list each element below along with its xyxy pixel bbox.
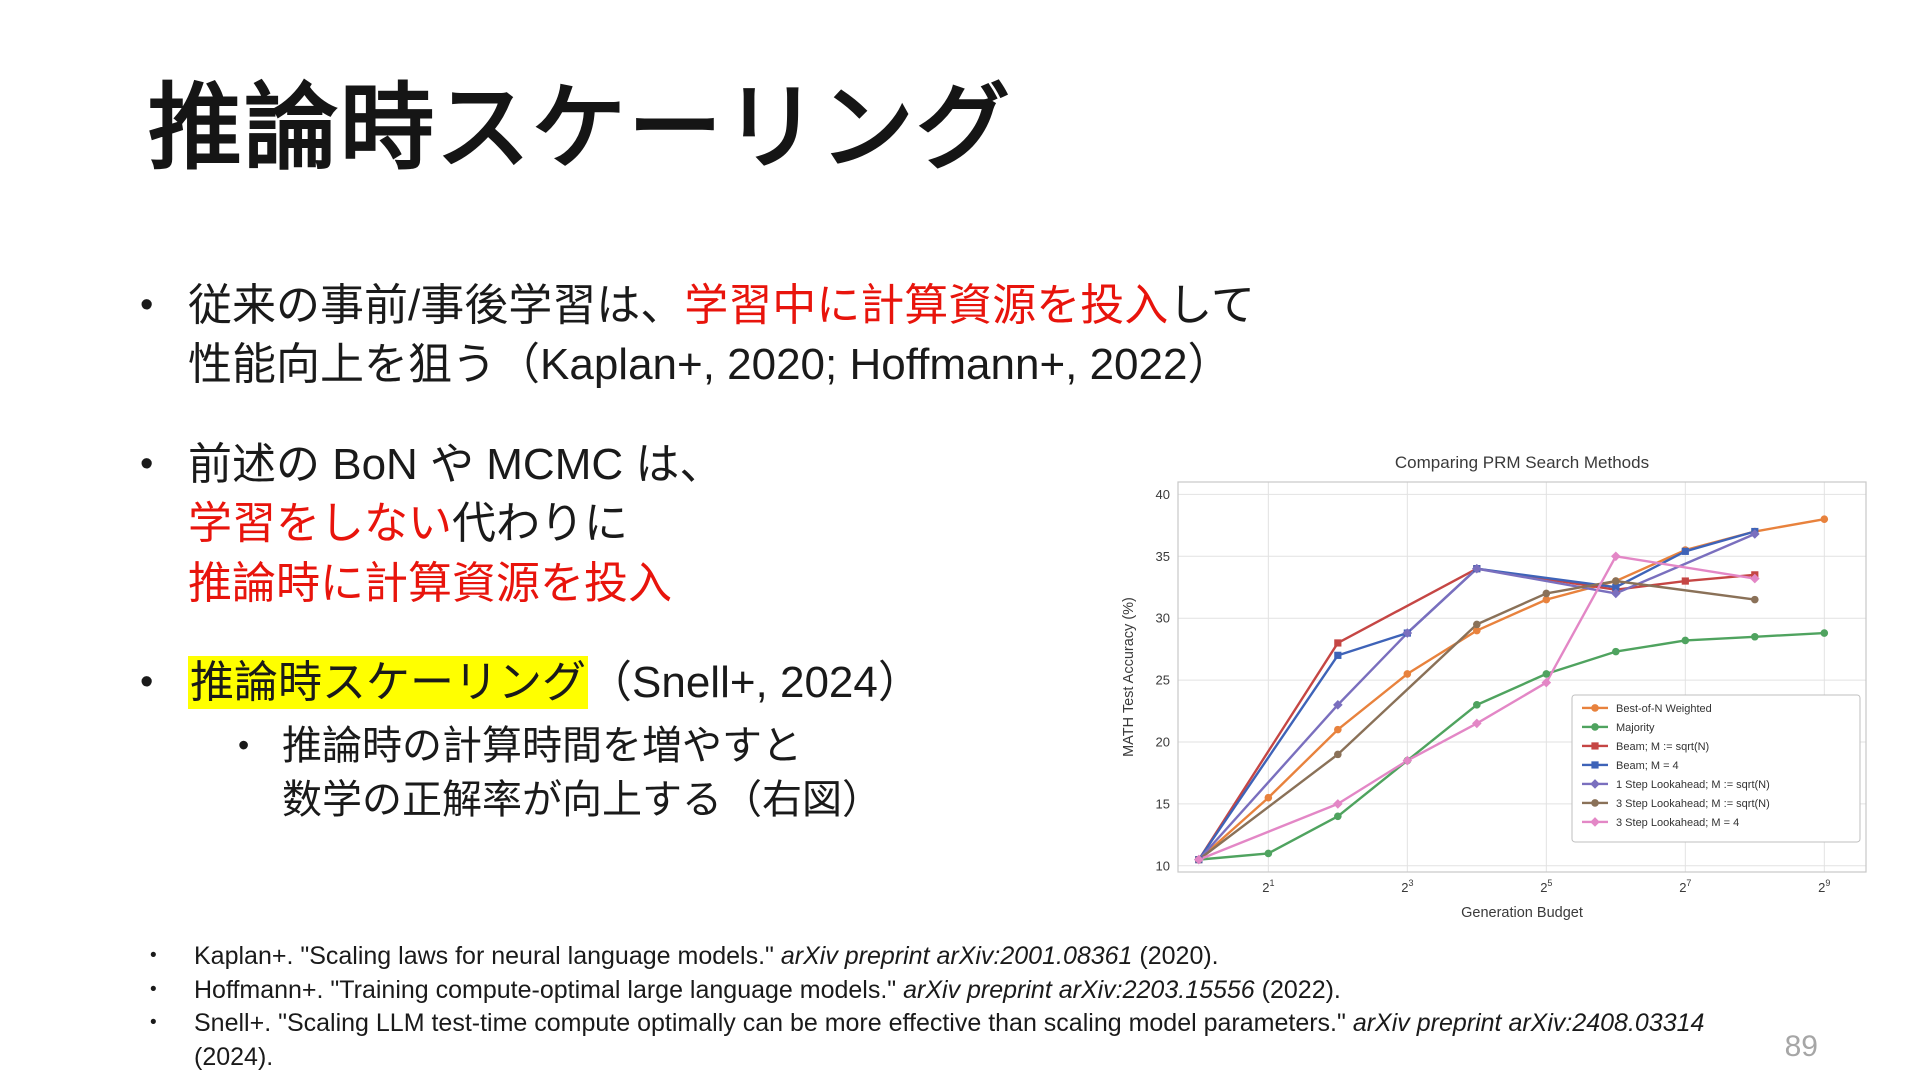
svg-text:3 Step Lookahead; M := sqrt(N): 3 Step Lookahead; M := sqrt(N) [1616, 798, 1770, 810]
svg-text:29: 29 [1818, 878, 1830, 895]
sub-bullet-math-accuracy: • 推論時の計算時間を増やすと 数学の正解率が向上する（右図） [188, 720, 922, 826]
bullet-marker: • [150, 945, 157, 966]
bullet-line: 推論時スケーリング（Snell+, 2024） [188, 653, 922, 712]
svg-text:30: 30 [1156, 611, 1170, 626]
bullet-text: 推論時の計算時間を増やすと 数学の正解率が向上する（右図） [282, 720, 882, 826]
text-segment-highlighted: 推論時スケーリング [188, 655, 588, 709]
reference-kaplan: • Kaplan+. "Scaling laws for neural lang… [150, 940, 1750, 974]
text-segment-italic: arXiv preprint arXiv:2203.15556 [903, 975, 1255, 1004]
bullet-line: 数学の正解率が向上する（右図） [282, 777, 882, 822]
text-segment-red: 学習中に計算資源を投入 [684, 281, 1169, 330]
page-number: 89 [1784, 1030, 1818, 1063]
bullet-line: 推論時に計算資源を投入 [188, 554, 723, 613]
bullet-pretraining-scaling: • 従来の事前/事後学習は、学習中に計算資源を投入して 性能向上を狙う（Kapl… [140, 276, 1340, 395]
reference-text: Hoffmann+. "Training compute-optimal lar… [194, 974, 1750, 1008]
svg-text:35: 35 [1156, 549, 1170, 564]
svg-text:Generation Budget: Generation Budget [1461, 905, 1583, 921]
svg-text:10: 10 [1156, 858, 1170, 873]
svg-text:25: 25 [1156, 673, 1170, 688]
text-segment: 代わりに [452, 499, 628, 549]
text-segment: (2022). [1254, 975, 1341, 1004]
text-segment: Hoffmann+. "Training compute-optimal lar… [194, 975, 904, 1004]
bullet-bon-mcmc: • 前述の BoN や MCMC は、 学習をしない代わりに 推論時に計算資源を… [140, 435, 1340, 613]
bullet-marker: • [150, 978, 157, 1000]
bullet-marker: • [238, 727, 250, 764]
bullet-line: 性能向上を狙う（Kaplan+, 2020; Hoffmann+, 2022） [188, 340, 1232, 390]
svg-text:Majority: Majority [1616, 722, 1655, 734]
sub-bullet-list: • 推論時の計算時間を増やすと 数学の正解率が向上する（右図） [188, 720, 922, 826]
prm-search-methods-chart: 10 15 20 25 30 35 40 21 23 25 27 29 Comparing PRM Se… [1118, 448, 1880, 926]
bullet-line: 前述の BoN や MCMC は、 [188, 439, 724, 489]
page-title: 推論時スケーリング [148, 75, 1013, 180]
svg-text:27: 27 [1679, 878, 1691, 895]
reference-text: Snell+. "Scaling LLM test-time compute o… [194, 1007, 1750, 1074]
line-chart: 10 15 20 25 30 35 40 21 23 25 27 29 Comparing PRM Se… [1121, 453, 1867, 921]
text-segment: Snell+. "Scaling LLM test-time compute o… [194, 1009, 1353, 1037]
svg-text:20: 20 [1156, 735, 1170, 750]
bullet-line: 従来の事前/事後学習は、学習中に計算資源を投入して [188, 276, 1255, 335]
svg-text:Best-of-N Weighted: Best-of-N Weighted [1616, 703, 1712, 715]
bullet-text: 前述の BoN や MCMC は、 学習をしない代わりに 推論時に計算資源を投入 [188, 435, 723, 613]
text-segment-italic: arXiv preprint arXiv:2408.03314 [1352, 1009, 1705, 1037]
text-segment: (2020). [1132, 942, 1219, 970]
svg-text:25: 25 [1540, 878, 1552, 895]
text-segment: （Snell+, 2024） [588, 657, 922, 707]
svg-text:23: 23 [1401, 878, 1413, 895]
text-segment: して [1168, 281, 1255, 330]
bullet-marker: • [140, 284, 154, 326]
bullet-line: 学習をしない代わりに [188, 494, 723, 553]
bullet-text: 推論時スケーリング（Snell+, 2024） • 推論時の計算時間を増やすと … [188, 653, 922, 827]
svg-text:21: 21 [1262, 878, 1274, 895]
svg-text:15: 15 [1156, 796, 1170, 811]
reference-list: • Kaplan+. "Scaling laws for neural lang… [150, 940, 1750, 1074]
svg-text:Beam; M = 4: Beam; M = 4 [1616, 760, 1679, 772]
reference-snell: • Snell+. "Scaling LLM test-time compute… [150, 1007, 1750, 1074]
svg-text:MATH Test Accuracy (%): MATH Test Accuracy (%) [1121, 597, 1137, 757]
bullet-line: 推論時の計算時間を増やすと [282, 724, 802, 769]
bullet-test-time-scaling: • 推論時スケーリング（Snell+, 2024） • 推論時の計算時間を増やす… [140, 653, 1340, 827]
svg-text:40: 40 [1156, 487, 1170, 502]
svg-text:Beam; M := sqrt(N): Beam; M := sqrt(N) [1616, 741, 1709, 753]
text-segment: 従来の事前/事後学習は、 [188, 281, 685, 330]
svg-text:3 Step Lookahead; M = 4: 3 Step Lookahead; M = 4 [1616, 817, 1739, 829]
bullet-list: • 従来の事前/事後学習は、学習中に計算資源を投入して 性能向上を狙う（Kapl… [140, 276, 1340, 867]
bullet-text: 従来の事前/事後学習は、学習中に計算資源を投入して 性能向上を狙う（Kaplan… [188, 276, 1255, 395]
text-segment: (2024). [194, 1042, 274, 1071]
text-segment: Kaplan+. "Scaling laws for neural langua… [194, 942, 781, 970]
text-segment-italic: arXiv preprint arXiv:2001.08361 [780, 942, 1133, 970]
svg-text:Comparing PRM Search Methods: Comparing PRM Search Methods [1395, 453, 1649, 472]
svg-text:1 Step Lookahead; M := sqrt(N): 1 Step Lookahead; M := sqrt(N) [1616, 779, 1770, 791]
text-segment-red: 推論時に計算資源を投入 [188, 558, 672, 608]
reference-text: Kaplan+. "Scaling laws for neural langua… [194, 940, 1750, 974]
reference-hoffmann: • Hoffmann+. "Training compute-optimal l… [150, 974, 1750, 1008]
bullet-marker: • [150, 1012, 157, 1033]
text-segment-red: 学習をしない [188, 499, 452, 549]
bullet-marker: • [140, 442, 154, 485]
bullet-marker: • [140, 660, 154, 703]
